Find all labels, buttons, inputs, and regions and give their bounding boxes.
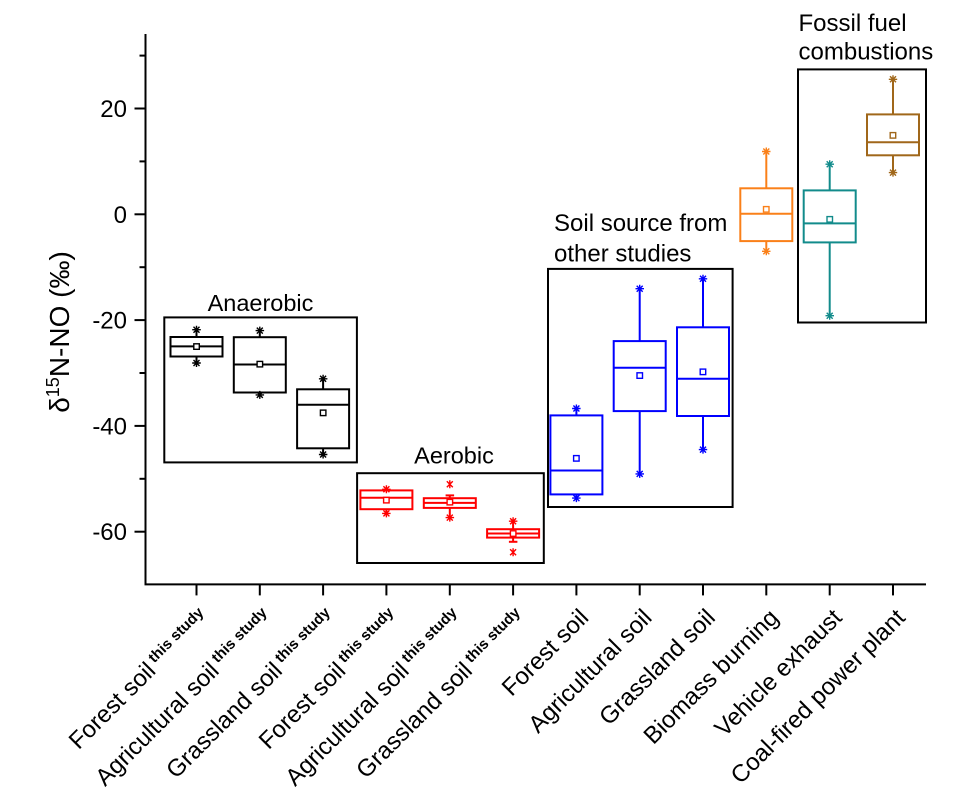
svg-text:Anaerobic: Anaerobic bbox=[208, 290, 314, 316]
svg-text:0: 0 bbox=[114, 202, 127, 229]
svg-text:Fossil fuel: Fossil fuel bbox=[799, 10, 907, 37]
svg-text:combustions: combustions bbox=[799, 39, 934, 66]
svg-text:δ15N-NO (‰): δ15N-NO (‰) bbox=[43, 251, 75, 413]
svg-text:other studies: other studies bbox=[554, 241, 691, 268]
svg-text:Soil source from: Soil source from bbox=[554, 210, 727, 237]
svg-text:-40: -40 bbox=[92, 413, 127, 440]
svg-text:20: 20 bbox=[100, 96, 127, 123]
svg-text:Aerobic: Aerobic bbox=[414, 443, 494, 469]
svg-text:-20: -20 bbox=[92, 308, 127, 335]
svg-text:-60: -60 bbox=[92, 519, 127, 546]
